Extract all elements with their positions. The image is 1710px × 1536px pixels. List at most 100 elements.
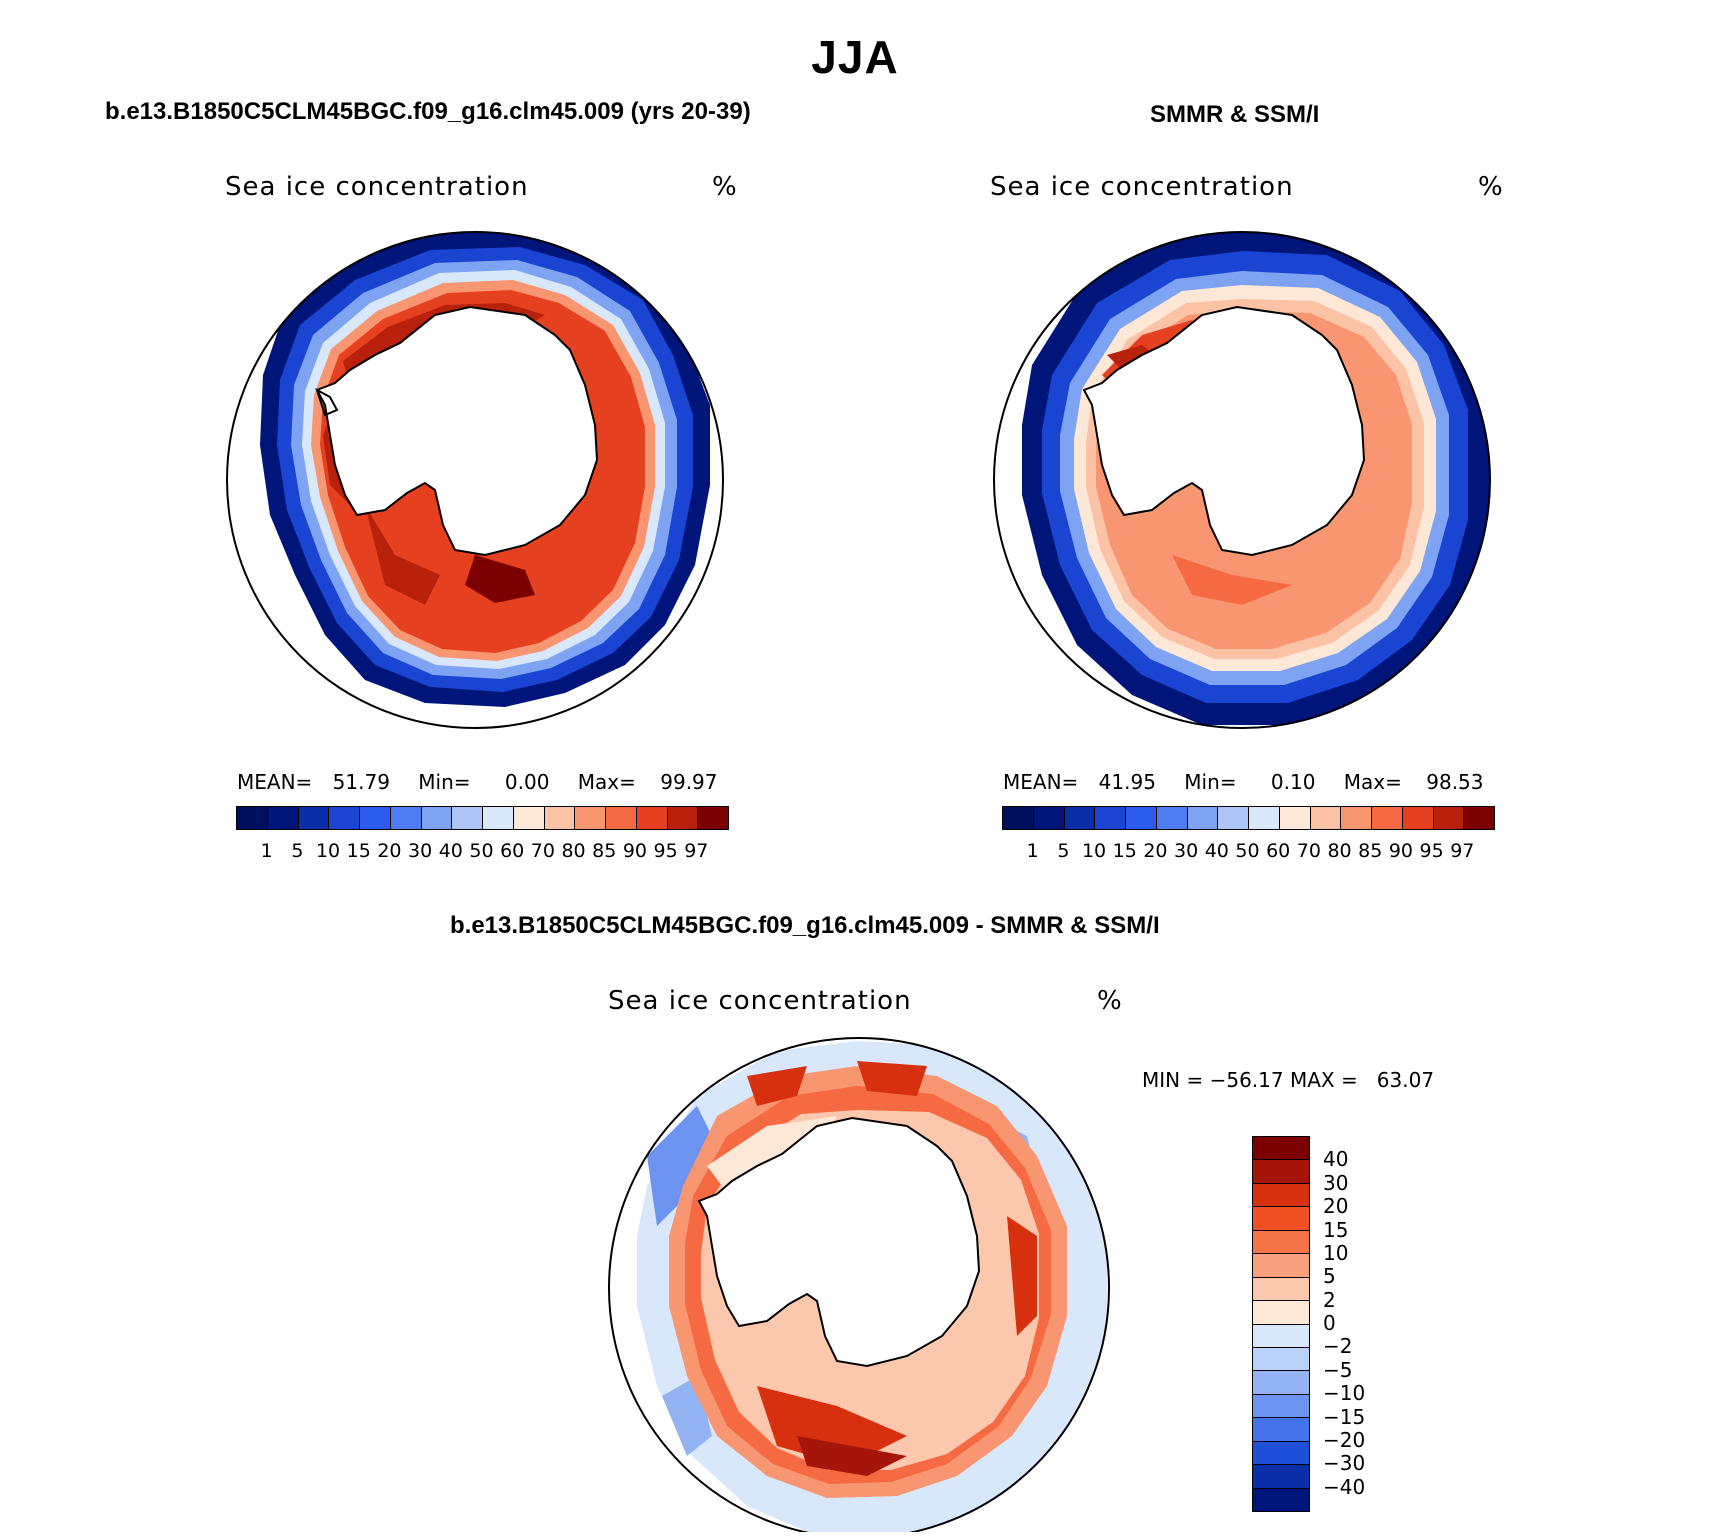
colorbar-box: [1402, 807, 1434, 829]
colorbar-box: [1253, 1230, 1309, 1255]
unit-label-model: %: [712, 172, 737, 202]
colorbar-box: [452, 807, 483, 829]
colorbar-box: [1253, 1183, 1309, 1208]
colorbar-box: [1253, 1137, 1309, 1161]
min-label: Min=: [1184, 770, 1237, 794]
colorbar-tick-label: 40: [1204, 840, 1229, 862]
colorbar-model: [236, 806, 729, 830]
colorbar-box: [1187, 807, 1219, 829]
mean-label: MEAN=: [237, 770, 313, 794]
colorbar-tick-label: 95: [653, 840, 678, 862]
colorbar-tick-label: 20: [377, 840, 402, 862]
colorbar-labels-difference: 40 30 20 15 10 5 2 0 −2 −5 −10 −15 −20 −30 −40: [1323, 1136, 1383, 1510]
colorbar-box: [1253, 1488, 1309, 1511]
colorbar-box: [1249, 807, 1280, 829]
colorbar-tick-label: 40: [438, 840, 463, 862]
min-value: 0.10: [1270, 770, 1316, 794]
colorbar-box: [1126, 807, 1157, 829]
colorbar-tick-label: 90: [622, 840, 648, 862]
colorbar-tick-label: 97: [1450, 840, 1475, 862]
colorbar-tick-label: 15: [1323, 1217, 1349, 1242]
colorbar-box: [698, 807, 728, 829]
variable-label-difference: Sea ice concentration: [608, 986, 912, 1016]
colorbar-tick-label: 5: [1323, 1264, 1336, 1289]
colorbar-box: [1064, 807, 1096, 829]
colorbar-tick-label: 15: [346, 840, 371, 862]
mean-label: MEAN=: [1003, 770, 1079, 794]
colorbar-box: [544, 807, 576, 829]
colorbar-tick-label: −10: [1323, 1381, 1366, 1406]
map-model-sea-ice: [226, 231, 724, 729]
map-observed-sea-ice: [993, 231, 1491, 729]
colorbar-tick-label: 60: [500, 840, 525, 862]
antarctica-landmass: [315, 305, 599, 557]
colorbar-box: [1253, 1418, 1309, 1442]
colorbar-box: [1253, 1394, 1309, 1419]
colorbar-box: [483, 807, 514, 829]
colorbar-box: [1156, 807, 1188, 829]
colorbar-tick-label: 60: [1266, 840, 1291, 862]
colorbar-box: [1253, 1207, 1309, 1231]
colorbar-tick-label: 70: [530, 840, 555, 862]
colorbar-tick-label: 40: [1323, 1147, 1349, 1172]
colorbar-tick-label: 10: [1323, 1240, 1349, 1265]
colorbar-tick-label: 50: [1235, 840, 1260, 862]
colorbar-tick-label: 2: [1323, 1287, 1336, 1312]
colorbar-box: [1253, 1371, 1309, 1395]
colorbar-tick-label: 1: [1026, 840, 1039, 862]
mean-value: 51.79: [332, 770, 390, 794]
unit-label-difference: %: [1097, 986, 1122, 1016]
colorbar-box: [1253, 1324, 1309, 1348]
colorbar-tick-label: 20: [1143, 840, 1168, 862]
unit-label-obs: %: [1478, 172, 1503, 202]
colorbar-box: [667, 807, 699, 829]
colorbar-box: [421, 807, 453, 829]
panel-title-obs: SMMR & SSM/I: [1150, 101, 1320, 128]
colorbar-box: [1033, 807, 1065, 829]
colorbar-tick-label: 97: [684, 840, 709, 862]
colorbar-tick-label: 95: [1419, 840, 1444, 862]
colorbar-box: [298, 807, 330, 829]
colorbar-difference: [1252, 1136, 1310, 1512]
colorbar-box: [1253, 1277, 1309, 1302]
colorbar-labels-obs: 1 5 10 15 20 30 40 50 60 70 80 85 90 95 97: [1002, 840, 1493, 864]
variable-label-obs: Sea ice concentration: [990, 172, 1294, 202]
colorbar-box: [1253, 1465, 1309, 1489]
variable-label-model: Sea ice concentration: [225, 172, 529, 202]
mean-value: 41.95: [1098, 770, 1156, 794]
colorbar-box: [329, 807, 360, 829]
colorbar-box: [1253, 1347, 1309, 1372]
colorbar-tick-label: 10: [315, 840, 341, 862]
colorbar-box: [606, 807, 637, 829]
colorbar-box: [1464, 807, 1494, 829]
colorbar-tick-label: 30: [1323, 1170, 1349, 1195]
colorbar-tick-label: 5: [1057, 840, 1070, 862]
colorbar-tick-label: 5: [291, 840, 304, 862]
colorbar-tick-label: 30: [1174, 840, 1199, 862]
antarctica-landmass: [1082, 305, 1366, 557]
colorbar-box: [1253, 1254, 1309, 1278]
min-label: Min=: [418, 770, 471, 794]
colorbar-obs: [1002, 806, 1495, 830]
stats-row-obs: MEAN= 41.95 Min= 0.10 Max= 98.53: [1003, 770, 1484, 794]
max-label: Max=: [577, 770, 636, 794]
colorbar-tick-label: 0: [1323, 1311, 1336, 1335]
colorbar-box: [636, 807, 668, 829]
stats-row-model: MEAN= 51.79 Min= 0.00 Max= 99.97: [237, 770, 718, 794]
colorbar-tick-label: 50: [469, 840, 494, 862]
max-value: 99.97: [660, 770, 718, 794]
colorbar-tick-label: −40: [1323, 1474, 1366, 1499]
colorbar-box: [1341, 807, 1372, 829]
colorbar-box: [1253, 1441, 1309, 1466]
colorbar-tick-label: 30: [408, 840, 433, 862]
colorbar-box: [1310, 807, 1342, 829]
colorbar-box: [1253, 1301, 1309, 1325]
min-value: 0.00: [504, 770, 550, 794]
colorbar-box: [1003, 807, 1034, 829]
colorbar-tick-label: 15: [1112, 840, 1137, 862]
colorbar-box: [390, 807, 422, 829]
max-label: Max=: [1343, 770, 1402, 794]
colorbar-tick-label: 90: [1388, 840, 1414, 862]
colorbar-box: [1253, 1160, 1309, 1184]
colorbar-box: [237, 807, 268, 829]
